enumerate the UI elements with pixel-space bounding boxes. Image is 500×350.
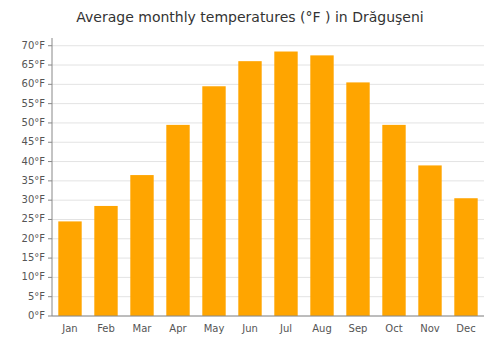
chart-container: Average monthly temperatures (°F ) in Dr… <box>0 0 500 350</box>
grid <box>52 46 484 316</box>
x-tick-label: Nov <box>420 323 440 334</box>
y-tick <box>48 122 52 123</box>
y-tick <box>48 180 52 181</box>
bar <box>310 55 333 316</box>
y-tick-label: 25°F <box>22 213 46 224</box>
y-tick <box>48 45 52 46</box>
y-tick-label: 60°F <box>22 78 46 89</box>
y-tick <box>48 200 52 201</box>
bar <box>94 206 117 316</box>
x-tick-label: Mar <box>133 323 153 334</box>
y-tick-label: 30°F <box>22 194 46 205</box>
y-tick <box>48 65 52 66</box>
y-tick <box>48 277 52 278</box>
y-tick-label: 50°F <box>22 117 46 128</box>
title: Average monthly temperatures (°F ) in Dr… <box>76 9 423 25</box>
bars <box>58 52 477 316</box>
y-tick-label: 10°F <box>22 271 46 282</box>
y-tick <box>48 238 52 239</box>
grid-line <box>52 316 484 317</box>
bar <box>418 165 441 316</box>
y-tick-label: 45°F <box>22 136 46 147</box>
bar <box>382 125 405 316</box>
y-tick-label: 15°F <box>22 252 46 263</box>
y-tick-label: 0°F <box>28 310 45 321</box>
bar <box>238 61 261 316</box>
grid-line <box>52 45 484 46</box>
x-tick-label: Oct <box>385 323 402 334</box>
grid-line <box>52 161 484 162</box>
y-tick <box>48 258 52 259</box>
y-axis-line <box>52 38 53 316</box>
x-tick-label: Apr <box>169 323 187 334</box>
grid-line <box>52 103 484 104</box>
y-tick <box>48 316 52 317</box>
x-tick-label: Dec <box>456 323 475 334</box>
x-ticks: Jan Feb Mar Apr May Jun Jul Aug Sep Oct Nov Dec <box>61 323 475 334</box>
y-ticks: 0°F 5°F 10°F 15°F 20°F 25°F 30°F 35°F 40°F 45°F 50… <box>22 40 52 321</box>
x-tick-label: Feb <box>97 323 115 334</box>
bar <box>274 52 297 316</box>
grid-line <box>52 142 484 143</box>
bar <box>202 86 225 316</box>
x-tick-label: Jun <box>241 323 258 334</box>
y-tick-label: 5°F <box>28 291 45 302</box>
bar <box>454 198 477 316</box>
bar <box>130 175 153 316</box>
bar <box>166 125 189 316</box>
x-tick-label: May <box>204 323 225 334</box>
bar <box>346 82 369 316</box>
y-tick-label: 55°F <box>22 98 46 109</box>
x-axis-line <box>52 316 484 317</box>
grid-line <box>52 122 484 123</box>
x-tick-label: Jan <box>61 323 77 334</box>
y-tick <box>48 84 52 85</box>
x-tick-label: Aug <box>312 323 332 334</box>
y-tick <box>48 103 52 104</box>
y-tick-label: 70°F <box>22 40 46 51</box>
grid-line <box>52 84 484 85</box>
x-tick-label: Jul <box>279 323 292 334</box>
y-tick <box>48 161 52 162</box>
y-tick-label: 40°F <box>22 156 46 167</box>
y-tick-label: 35°F <box>22 175 46 186</box>
y-tick-label: 20°F <box>22 233 46 244</box>
bar <box>58 221 81 316</box>
y-tick <box>48 219 52 220</box>
grid-line <box>52 65 484 66</box>
chart-svg: Average monthly temperatures (°F ) in Dr… <box>0 0 500 350</box>
y-tick <box>48 296 52 297</box>
x-tick-label: Sep <box>349 323 368 334</box>
y-tick-label: 65°F <box>22 59 46 70</box>
y-tick <box>48 142 52 143</box>
